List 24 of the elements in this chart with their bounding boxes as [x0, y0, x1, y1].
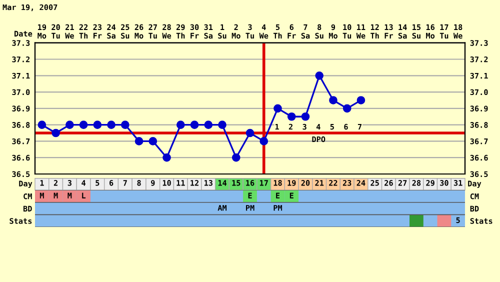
point	[190, 120, 199, 129]
point	[120, 120, 130, 129]
point	[329, 96, 338, 104]
point	[287, 112, 296, 121]
point	[38, 120, 46, 129]
point	[356, 96, 366, 104]
point	[176, 120, 185, 129]
point	[52, 128, 60, 138]
point	[301, 112, 310, 121]
point	[232, 153, 240, 162]
point	[218, 120, 226, 129]
point	[162, 153, 171, 162]
point	[148, 137, 158, 146]
point	[66, 120, 74, 129]
point	[246, 128, 254, 138]
point	[274, 104, 282, 113]
point	[204, 120, 213, 129]
point	[260, 137, 268, 146]
point	[79, 120, 88, 129]
point	[107, 120, 116, 129]
point	[315, 71, 324, 80]
point	[134, 137, 144, 146]
point	[93, 120, 102, 129]
point	[342, 104, 352, 113]
